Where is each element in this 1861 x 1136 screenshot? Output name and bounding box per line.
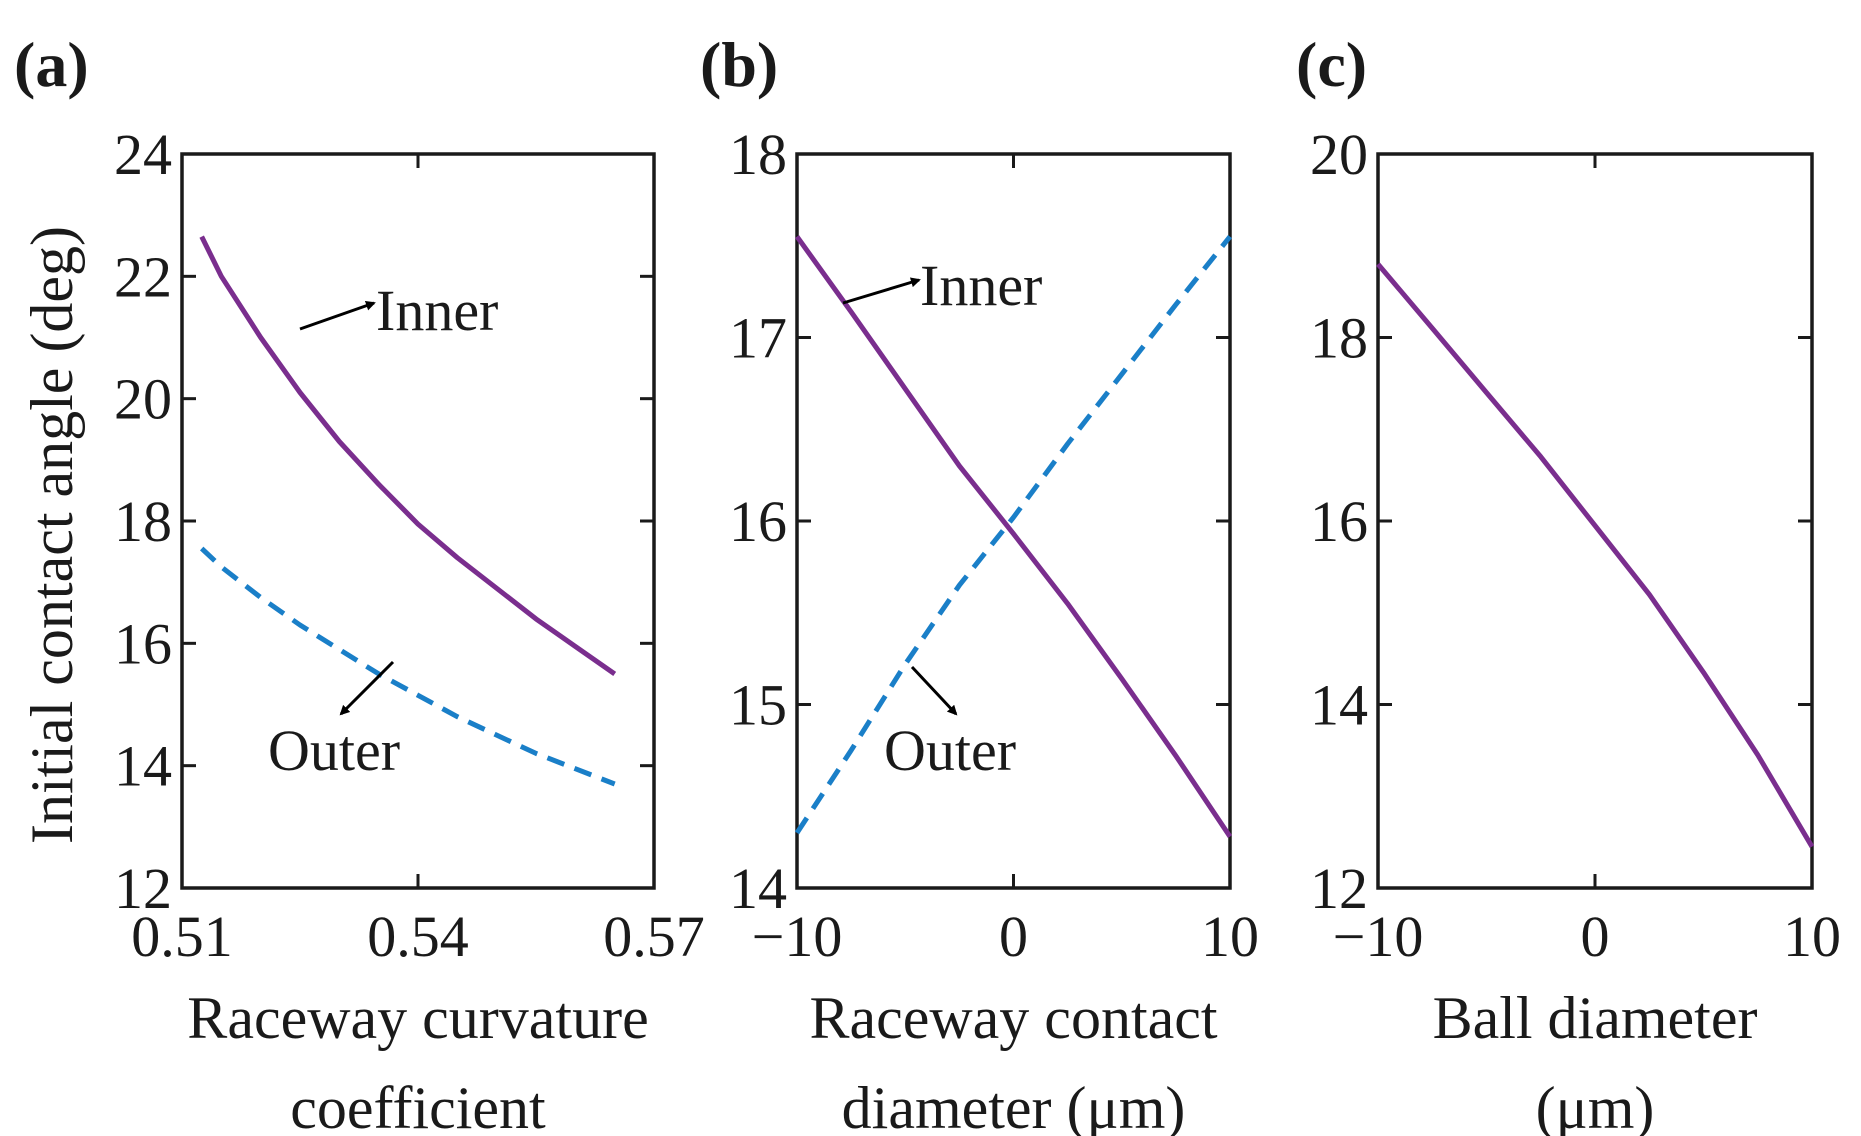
y-tick-label: 17	[729, 306, 787, 371]
series-line-inner	[1376, 262, 1815, 848]
x-tick-label: 10	[1201, 904, 1259, 969]
panel-label: (a)	[14, 29, 89, 100]
x-axis-label: (μm)	[1536, 1075, 1655, 1136]
y-tick-label: 15	[729, 673, 787, 738]
panel-label: (b)	[700, 29, 778, 100]
x-tick-label: 0	[1581, 904, 1610, 969]
y-tick-label: 14	[1310, 673, 1368, 738]
y-tick-label: 18	[114, 489, 172, 554]
x-axis-label: Raceway contact	[809, 985, 1217, 1051]
annotation-arrow	[842, 277, 921, 305]
y-tick-label: 14	[114, 734, 172, 799]
y-tick-label: 16	[1310, 489, 1368, 554]
y-tick-label: 18	[1310, 306, 1368, 371]
annotation-label-inner: Inner	[920, 253, 1042, 318]
x-axis-label: diameter (μm)	[842, 1075, 1186, 1136]
annotation-label-outer: Outer	[268, 718, 400, 783]
annotation-label-inner: Inner	[376, 278, 498, 343]
panel-b: (b) 14 15 16 17 18 −10 0 10 Raceway contact diamet…	[700, 29, 1259, 1136]
plot-frame	[1376, 152, 1814, 890]
y-tick-label: 22	[114, 244, 172, 309]
x-tick-label: 10	[1783, 904, 1841, 969]
series-line-inner	[794, 235, 1233, 838]
series-line-inner	[199, 235, 617, 676]
panel-label: (c)	[1296, 29, 1367, 100]
y-tick-label: 12	[114, 856, 172, 921]
x-axis-label: Ball diameter	[1433, 985, 1758, 1051]
x-tick-label: −10	[1333, 904, 1424, 969]
y-axis-label: Initial contact angle (deg)	[19, 226, 85, 844]
series-line-outer	[199, 546, 616, 787]
panel-c: (c) 12 14 16 18 20 −10 0 10 Ball diameter (μm)	[1296, 29, 1841, 1136]
x-axis-label: Raceway curvature	[187, 985, 648, 1051]
y-tick-label: 24	[114, 122, 172, 187]
y-tick-label: 20	[1310, 122, 1368, 187]
y-tick-label: 16	[729, 489, 787, 554]
y-tick-label: 18	[729, 122, 787, 187]
y-tick-label: 16	[114, 611, 172, 676]
panel-a: (a) 12 14 16 18 20 22 24 0.51 0.54 0.57 Raceway cur…	[14, 29, 705, 1136]
y-tick-label: 20	[114, 367, 172, 432]
series-line-outer	[794, 235, 1232, 835]
x-tick-label: −10	[752, 904, 843, 969]
x-tick-label: 0.57	[603, 904, 705, 969]
y-tick-label: 12	[1310, 856, 1368, 921]
annotation-arrow	[910, 665, 958, 716]
annotation-arrow	[299, 300, 376, 331]
x-tick-label: 0	[999, 904, 1028, 969]
x-tick-label: 0.51	[131, 904, 233, 969]
y-tick-label: 14	[729, 856, 787, 921]
x-tick-label: 0.54	[367, 904, 469, 969]
x-axis-label: coefficient	[290, 1075, 546, 1136]
annotation-label-outer: Outer	[884, 718, 1016, 783]
annotation-arrow	[339, 660, 395, 716]
